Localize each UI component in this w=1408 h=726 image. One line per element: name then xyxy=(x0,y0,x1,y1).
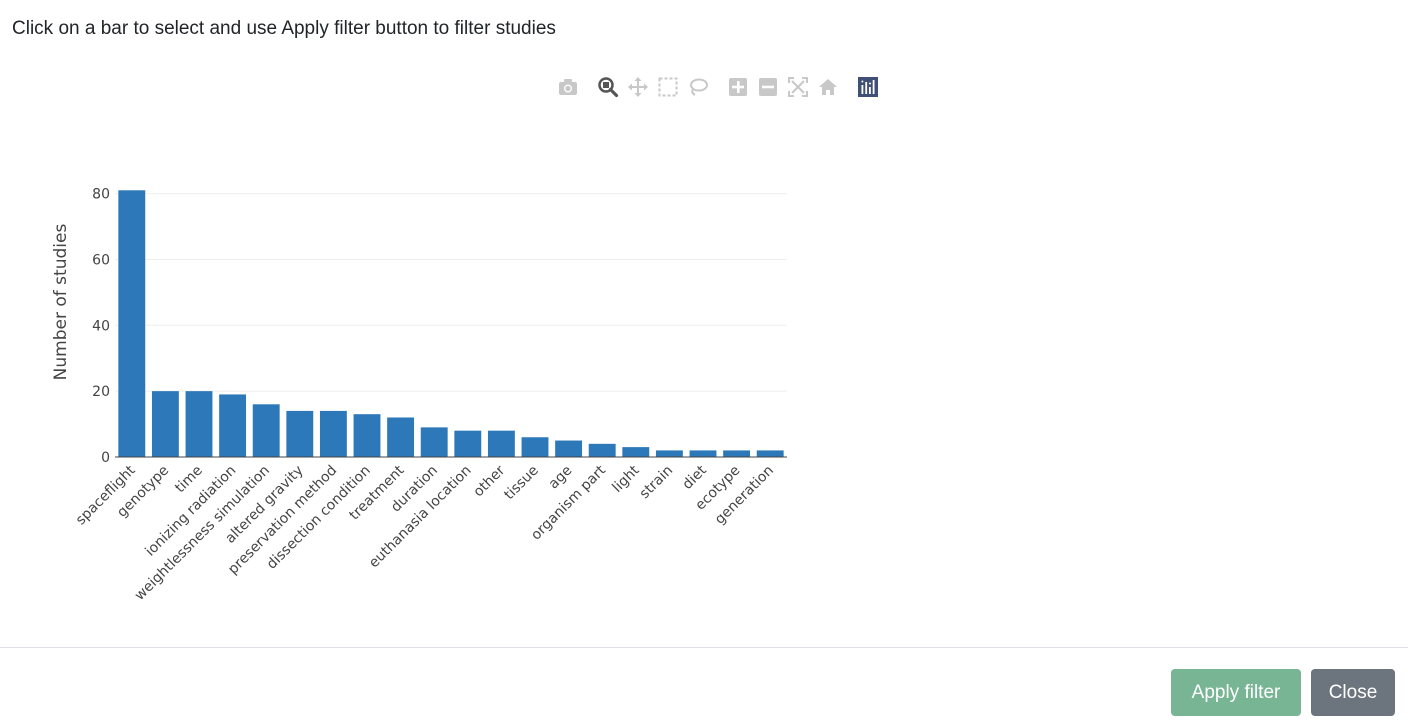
x-tick-label: age xyxy=(546,463,576,493)
bar[interactable] xyxy=(555,440,583,457)
y-tick-label: 80 xyxy=(92,187,110,203)
bar[interactable] xyxy=(487,430,515,457)
autoscale-icon[interactable] xyxy=(785,74,811,100)
bar[interactable] xyxy=(118,190,146,458)
camera-icon[interactable] xyxy=(555,74,581,100)
zoom-out-icon[interactable] xyxy=(755,74,781,100)
bar[interactable] xyxy=(353,414,381,457)
pan-icon[interactable] xyxy=(625,74,651,100)
plot-modebar xyxy=(555,74,885,100)
box-select-icon[interactable] xyxy=(655,74,681,100)
y-tick-label: 40 xyxy=(92,318,110,334)
zoom-in-icon[interactable] xyxy=(725,74,751,100)
y-tick-label: 60 xyxy=(92,252,110,268)
bar[interactable] xyxy=(151,391,179,457)
bar[interactable] xyxy=(723,450,751,457)
y-tick-label: 20 xyxy=(92,384,110,400)
x-tick-label: tissue xyxy=(501,463,542,504)
bar[interactable] xyxy=(286,410,314,457)
bar[interactable] xyxy=(454,430,482,457)
bar[interactable] xyxy=(521,437,549,457)
bar-chart: 0 20 40 60 80 spaceflight genotype time ionizing… xyxy=(0,150,820,630)
x-tick-label: strain xyxy=(637,463,677,503)
y-axis-title: Number of studies xyxy=(51,224,71,381)
bar[interactable] xyxy=(420,427,448,457)
y-tick-label: 0 xyxy=(101,450,110,466)
reset-axes-icon[interactable] xyxy=(815,74,841,100)
bar[interactable] xyxy=(756,450,784,457)
bar[interactable] xyxy=(622,447,650,457)
apply-filter-button[interactable]: Apply filter xyxy=(1171,669,1301,716)
bar[interactable] xyxy=(588,443,616,457)
bar[interactable] xyxy=(689,450,717,457)
instructions-text: Click on a bar to select and use Apply f… xyxy=(12,18,556,39)
bar[interactable] xyxy=(655,450,683,457)
bar[interactable] xyxy=(319,410,347,457)
zoom-icon[interactable] xyxy=(595,74,621,100)
bar[interactable] xyxy=(219,394,247,457)
bar[interactable] xyxy=(252,404,280,457)
plotly-logo-icon[interactable] xyxy=(855,74,881,100)
modal-footer: Apply filter Close xyxy=(0,647,1408,726)
lasso-select-icon[interactable] xyxy=(685,74,711,100)
bar[interactable] xyxy=(387,417,415,457)
bar[interactable] xyxy=(185,391,213,457)
close-button[interactable]: Close xyxy=(1311,669,1395,716)
